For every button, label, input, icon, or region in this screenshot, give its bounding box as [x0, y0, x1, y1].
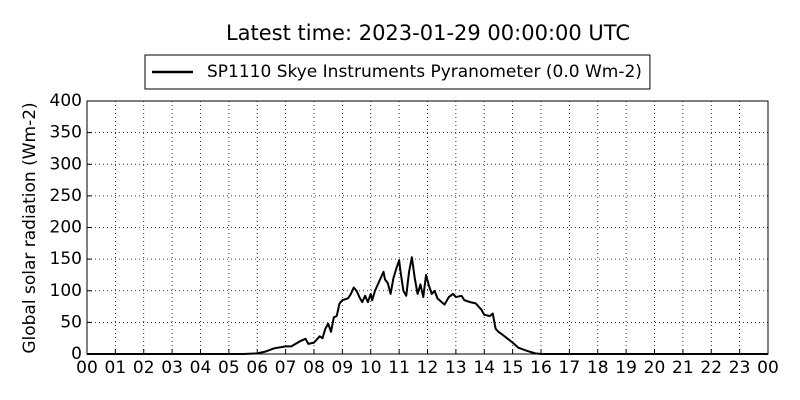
x-tick-label: 10 — [360, 358, 382, 378]
y-tick-label: 0 — [71, 344, 82, 364]
y-tick-label: 350 — [50, 123, 82, 143]
chart-title: Latest time: 2023-01-29 00:00:00 UTC — [226, 21, 630, 45]
x-tick-label: 00 — [76, 358, 98, 378]
plot-frame — [86, 100, 769, 355]
y-tick-label: 200 — [50, 218, 82, 238]
x-tick-label: 13 — [445, 358, 467, 378]
x-tick-label: 08 — [303, 358, 325, 378]
x-tick-label: 04 — [190, 358, 212, 378]
x-tick-label: 11 — [388, 358, 410, 378]
legend: SP1110 Skye Instruments Pyranometer (0.0… — [144, 54, 651, 90]
y-tick-label: 300 — [50, 154, 82, 174]
x-tick-label: 15 — [502, 358, 524, 378]
y-tick-label: 250 — [50, 186, 82, 206]
y-tick-label: 50 — [60, 312, 82, 332]
legend-box — [144, 54, 651, 90]
x-tick-label: 16 — [530, 358, 552, 378]
y-tick-label: 150 — [50, 249, 82, 269]
x-tick-label: 21 — [672, 358, 694, 378]
y-tick-label: 400 — [50, 91, 82, 111]
x-tick-label: 09 — [332, 358, 354, 378]
x-tick-label: 03 — [161, 358, 183, 378]
x-tick-label: 20 — [644, 358, 666, 378]
x-tick-label: 23 — [729, 358, 751, 378]
x-tick-label: 14 — [473, 358, 495, 378]
x-tick-label: 19 — [615, 358, 637, 378]
legend-label: SP1110 Skye Instruments Pyranometer (0.0… — [207, 62, 642, 82]
x-tick-label: 07 — [275, 358, 297, 378]
x-tick-label: 05 — [218, 358, 240, 378]
x-tick-label: 22 — [700, 358, 722, 378]
x-tick-label: 00 — [757, 358, 779, 378]
data-line — [87, 256, 768, 355]
x-tick-label: 18 — [587, 358, 609, 378]
x-tick-label: 02 — [133, 358, 155, 378]
y-axis-label: Global solar radiation (Wm-2) — [20, 102, 40, 353]
x-tick-label: 01 — [105, 358, 127, 378]
x-tick-label: 12 — [417, 358, 439, 378]
y-tick-label: 100 — [50, 281, 82, 301]
x-tick-label: 17 — [559, 358, 581, 378]
x-tick-label: 06 — [246, 358, 268, 378]
